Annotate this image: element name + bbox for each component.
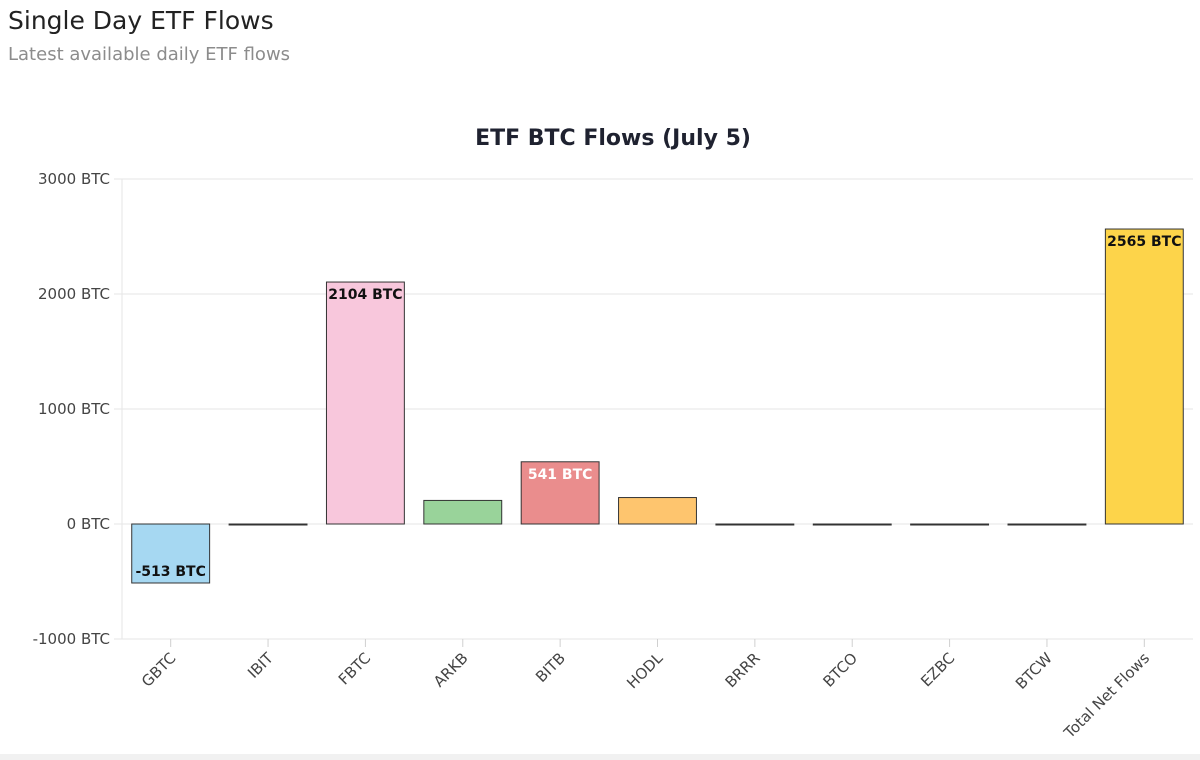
x-tick-label: BITB	[532, 649, 569, 686]
x-tick-label: Total Net Flows	[1060, 649, 1153, 742]
grid-layer	[114, 178, 1193, 640]
data-label: 541 BTC	[528, 467, 593, 483]
y-tick-label: 2000 BTC	[38, 285, 110, 303]
page-header: Single Day ETF Flows Latest available da…	[8, 4, 290, 66]
x-tick-label: EZBC	[917, 649, 958, 690]
y-tick-label: 0 BTC	[67, 515, 110, 533]
bar-btcw	[1007, 523, 1087, 526]
y-tick-label: 1000 BTC	[38, 400, 110, 418]
data-label: 2565 BTC	[1107, 234, 1181, 250]
bar-layer	[131, 228, 1184, 584]
data-label: 2104 BTC	[328, 287, 402, 303]
data-label-layer: -513 BTC 2104 BTC 541 BTC 2565 BTC	[135, 234, 1181, 580]
chart-title: ETF BTC Flows (July 5)	[475, 126, 751, 151]
x-tick-label: GBTC	[138, 649, 179, 690]
x-tick-label: FBTC	[335, 649, 374, 688]
y-tick-label: -1000 BTC	[33, 630, 110, 648]
y-tick-label: 3000 BTC	[38, 170, 110, 188]
bar-brrr	[715, 523, 795, 526]
x-tick-label: BRRR	[722, 649, 764, 691]
bar-bitb	[520, 461, 600, 525]
bar-arkb	[423, 499, 503, 525]
x-tick-label: IBIT	[244, 649, 277, 682]
bar-gbtc	[131, 523, 211, 584]
bar-hodl	[618, 497, 697, 525]
x-tick-label: HODL	[623, 649, 667, 693]
x-axis: GBTC IBIT FBTC ARKB BITB HODL BRRR BTCO EZBC BTCW…	[138, 639, 1153, 742]
x-tick-label: ARKB	[430, 649, 472, 691]
data-label: -513 BTC	[135, 564, 205, 580]
page-subtitle: Latest available daily ETF flows	[8, 44, 291, 65]
x-tick-label: BTCO	[819, 649, 861, 691]
bar-btco	[812, 523, 892, 526]
bottom-divider	[0, 754, 1200, 760]
bar-ibit	[228, 523, 308, 526]
bar-total-net-flows	[1104, 228, 1184, 525]
bar-ezbc	[910, 523, 990, 526]
bar-fbtc	[325, 281, 405, 525]
page-title: Single Day ETF Flows	[8, 6, 274, 35]
y-axis: 3000 BTC 2000 BTC 1000 BTC 0 BTC -1000 BTC	[33, 170, 123, 648]
x-tick-label: BTCW	[1012, 649, 1056, 693]
